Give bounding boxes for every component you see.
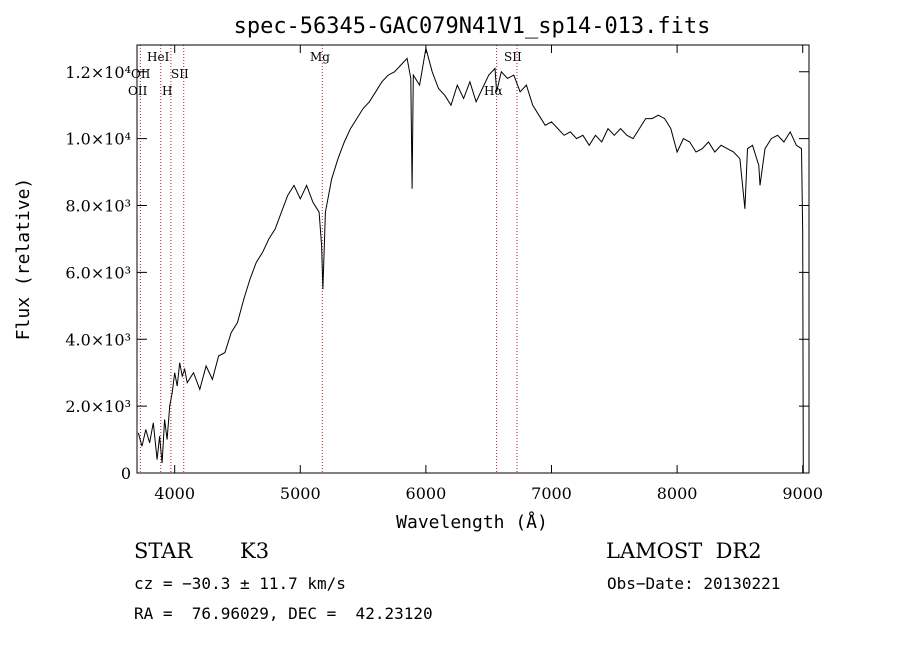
survey-name: LAMOST DR2 bbox=[606, 539, 762, 563]
sii-label-blue: SII bbox=[171, 67, 189, 81]
halpha-label: Hα bbox=[484, 84, 503, 98]
x-axis: 4000 5000 6000 7000 8000 9000 bbox=[154, 45, 823, 503]
spectrum-line bbox=[137, 48, 804, 474]
x-tick-label: 9000 bbox=[782, 484, 823, 503]
y-tick-label: 1.0×10⁴ bbox=[65, 130, 131, 149]
chart-title: spec-56345-GAC079N41V1_sp14-013.fits bbox=[234, 14, 711, 39]
line-labels: OII OII HeI H SII Mg Hα SII bbox=[128, 50, 522, 98]
y-tick-label: 2.0×10³ bbox=[65, 397, 131, 416]
x-tick-label: 7000 bbox=[531, 484, 572, 503]
oii-label-lower: OII bbox=[128, 84, 148, 98]
coordinates: RA = 76.96029, DEC = 42.23120 bbox=[134, 604, 433, 623]
hei-label: HeI bbox=[147, 50, 170, 64]
oii-label-upper: OII bbox=[131, 67, 151, 81]
y-axis-label: Flux (relative) bbox=[13, 178, 34, 341]
x-tick-label: 8000 bbox=[657, 484, 698, 503]
observation-date: Obs−Date: 20130221 bbox=[607, 574, 781, 593]
x-tick-label: 5000 bbox=[280, 484, 321, 503]
object-class: STAR bbox=[134, 539, 193, 563]
y-axis: 0 2.0×10³ 4.0×10³ 6.0×10³ 8.0×10³ 1.0×10⁴ 1.2×… bbox=[65, 63, 809, 483]
sii-label-red: SII bbox=[504, 50, 522, 64]
emission-line-markers bbox=[139, 45, 518, 473]
plot-frame bbox=[136, 44, 810, 474]
y-tick-label: 4.0×10³ bbox=[65, 330, 131, 349]
x-axis-label: Wavelength (Å) bbox=[396, 511, 548, 533]
x-tick-label: 4000 bbox=[154, 484, 195, 503]
y-tick-label: 0 bbox=[121, 464, 131, 483]
x-tick-label: 6000 bbox=[406, 484, 447, 503]
mg-label: Mg bbox=[310, 50, 330, 64]
y-tick-label: 6.0×10³ bbox=[65, 263, 131, 282]
redshift-cz: cz = −30.3 ± 11.7 km/s bbox=[134, 574, 346, 593]
object-subclass: K3 bbox=[240, 539, 270, 563]
y-tick-label: 1.2×10⁴ bbox=[65, 63, 131, 82]
h-label: H bbox=[162, 84, 172, 98]
y-tick-label: 8.0×10³ bbox=[65, 197, 131, 216]
